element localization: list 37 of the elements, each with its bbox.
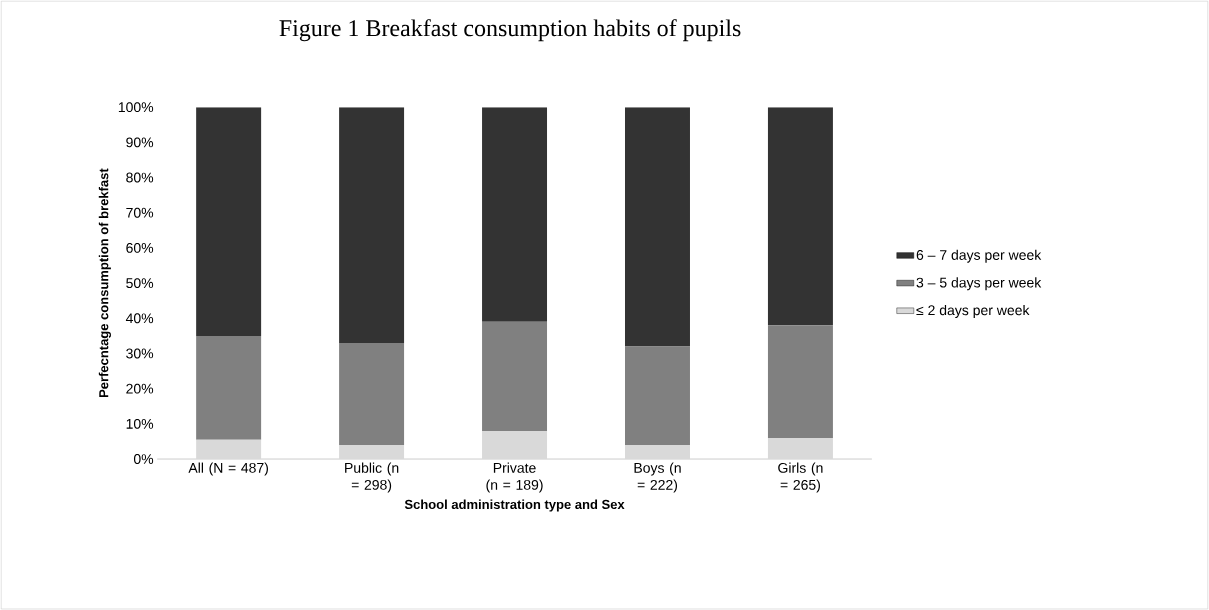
x-tick-label: Boys (n = 222) — [634, 462, 681, 493]
y-tick-label: 70% — [126, 207, 154, 218]
bar — [767, 437, 833, 459]
x-tick-label: All (N = 487) — [188, 462, 268, 476]
bar — [625, 346, 690, 445]
bar — [482, 321, 548, 431]
y-tick-label: 20% — [126, 383, 154, 394]
bar — [339, 444, 405, 459]
y-tick-label: 30% — [126, 348, 154, 359]
bar — [196, 335, 262, 440]
legend-label: 6 – 7 days per week — [916, 249, 1042, 263]
bar — [339, 342, 405, 445]
y-tick-label: 100% — [118, 102, 154, 113]
bar — [767, 107, 833, 326]
bar — [625, 444, 690, 459]
x-tick-label: Private (n = 189) — [486, 462, 543, 493]
bar — [339, 107, 405, 343]
bar — [767, 325, 833, 438]
chart-title: Figure 1 Breakfast consumption habits of pupils — [279, 19, 741, 42]
x-tick-label: Girls (n = 265) — [778, 462, 823, 493]
legend-label: ≤ 2 days per week — [916, 304, 1030, 318]
y-tick-label: 10% — [126, 418, 154, 429]
y-tick-label: 60% — [126, 242, 154, 253]
y-tick-label: 0% — [133, 453, 154, 464]
y-tick-label: 90% — [126, 137, 154, 148]
x-axis-title: School administration type and Sex — [404, 499, 625, 512]
y-tick-label: 40% — [125, 313, 154, 324]
y-tick-label: 80% — [126, 172, 154, 183]
legend-label: 3 – 5 days per week — [916, 277, 1042, 291]
x-tick-label: Public (n = 298) — [345, 462, 399, 493]
bar — [625, 107, 690, 347]
y-axis-title: Perfecntage consumption of brekfast — [98, 168, 111, 397]
bar — [196, 439, 262, 459]
y-tick-label: 50% — [126, 278, 154, 288]
bar — [482, 107, 548, 322]
bar — [482, 430, 548, 459]
bar — [196, 107, 262, 336]
